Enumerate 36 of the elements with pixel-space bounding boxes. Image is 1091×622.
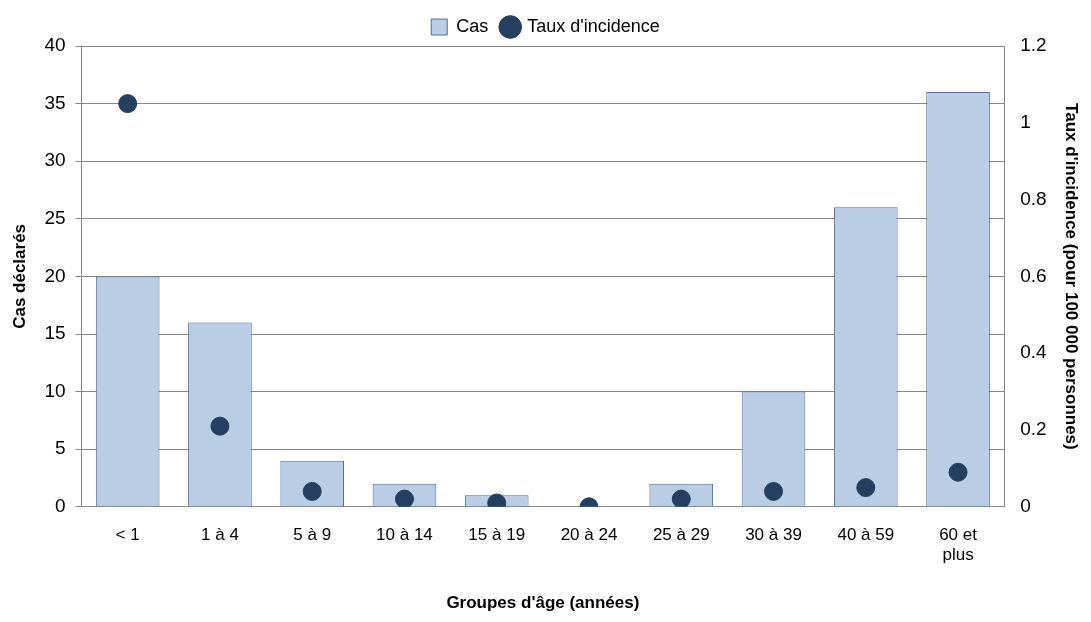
y2-tick-label: 0.6 <box>1020 264 1047 286</box>
x-tick-label: 15 à 19 <box>468 524 526 544</box>
y-tick-label: 35 <box>44 91 66 113</box>
y2-axis-title: Taux d'incidence (pour 100 000 personnes) <box>1062 103 1082 450</box>
point <box>118 94 138 114</box>
x-axis-title: Groupes d'âge (années) <box>446 593 640 613</box>
y-tick-label: 20 <box>44 264 66 286</box>
y2-tick-label: 1.2 <box>1020 34 1047 56</box>
x-tick-label: 5 à 9 <box>293 524 332 544</box>
legend-label: Cas <box>456 15 489 36</box>
y-tick-label: 40 <box>44 34 66 56</box>
x-tick-label: 25 à 29 <box>652 524 710 544</box>
x-tick-label: 30 à 39 <box>745 524 802 544</box>
y-tick-label: 10 <box>44 379 66 401</box>
y-tick-label: 30 <box>44 149 66 171</box>
y2-tick-label: 1 <box>1020 111 1031 133</box>
point <box>764 481 784 501</box>
x-tick-label: 1 à 4 <box>201 524 239 544</box>
point <box>948 462 968 482</box>
point <box>856 478 876 498</box>
x-tick-label: < 1 <box>115 524 140 544</box>
legend-label: Taux d'incidence <box>527 15 660 36</box>
y2-tick-label: 0 <box>1020 495 1031 517</box>
y2-tick-label: 0.4 <box>1020 341 1048 363</box>
x-tick-label: 20 à 24 <box>560 524 618 544</box>
y2-tick-label: 0.2 <box>1020 418 1047 440</box>
y-tick-label: 0 <box>54 495 66 517</box>
x-tick-label: 60 et plus <box>939 524 978 565</box>
y-tick-label: 25 <box>44 207 66 229</box>
x-tick-label: 40 à 59 <box>837 524 895 544</box>
x-tick-label: 10 à 14 <box>376 524 433 544</box>
point <box>210 416 230 436</box>
y-tick-label: 15 <box>44 322 66 344</box>
y-axis-title: Cas déclarés <box>9 223 29 329</box>
y-tick-label: 5 <box>54 437 66 459</box>
y2-tick-label: 0.8 <box>1020 187 1047 209</box>
